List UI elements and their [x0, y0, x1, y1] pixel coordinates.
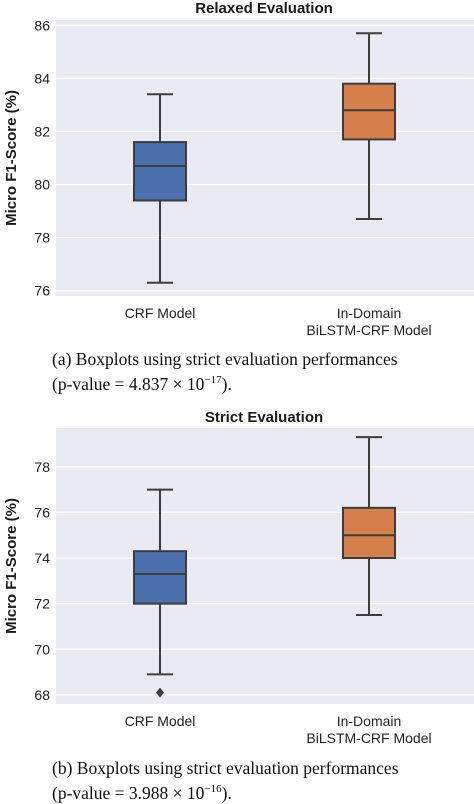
y-tick-label: 72 [34, 596, 50, 612]
category-label: In-Domain [337, 305, 402, 321]
iqr-box [342, 506, 396, 560]
caption-exponent: −17 [204, 374, 222, 386]
iqr-box [342, 82, 396, 141]
boxes [133, 436, 396, 698]
y-tick-label: 78 [34, 459, 50, 475]
caption-exponent: −16 [204, 783, 222, 795]
y-tick-label: 78 [34, 230, 50, 246]
y-tick-label: 76 [34, 504, 50, 520]
y-axis-label: Micro F1-Score (%) [3, 90, 20, 226]
box-bilstm-crf-model [342, 32, 396, 221]
category-label: In-Domain [337, 713, 402, 729]
category-label: BiLSTM-CRF Model [306, 322, 431, 338]
y-tick-label: 80 [34, 177, 50, 193]
caption-b: (b) Boxplots using strict evaluation per… [52, 758, 472, 804]
outlier-point [156, 687, 164, 698]
y-axis-label: Micro F1-Score (%) [3, 498, 20, 634]
chart-title: Relaxed Evaluation [195, 0, 333, 17]
grid-lines [56, 24, 474, 292]
box-crf-model [133, 488, 187, 698]
caption-line-2: (p-value = 3.988 × 10−16). [52, 782, 232, 803]
iqr-box [133, 141, 187, 202]
plot-area [56, 20, 474, 296]
y-tick-label: 68 [34, 687, 50, 703]
category-label: BiLSTM-CRF Model [306, 730, 431, 746]
y-tick-label: 86 [34, 17, 50, 33]
caption-line-1: (b) Boxplots using strict evaluation per… [52, 758, 399, 778]
caption-a: (a) Boxplots using strict evaluation per… [52, 349, 472, 395]
box-bilstm-crf-model [342, 436, 396, 617]
grid-lines [56, 466, 474, 696]
y-tick-label: 70 [34, 641, 50, 657]
boxes [133, 32, 396, 284]
y-tick-labels: 76 78 80 82 84 86 [34, 17, 50, 298]
y-tick-label: 82 [34, 123, 50, 139]
caption-line-2: (p-value = 4.837 × 10−17). [52, 373, 232, 394]
panel-strict: Strict Evaluation Micro F1-Score (%) 68 7… [3, 409, 474, 746]
category-label: CRF Model [125, 713, 196, 729]
box-crf-model [133, 93, 187, 284]
panel-relaxed: Relaxed Evaluation Micro F1-Score (%) 76… [3, 0, 474, 338]
chart-title: Strict Evaluation [205, 409, 323, 426]
plot-area [56, 428, 474, 704]
category-label: CRF Model [125, 305, 196, 321]
y-tick-label: 76 [34, 283, 50, 299]
y-tick-label: 74 [34, 550, 50, 566]
y-tick-labels: 68 70 72 74 76 78 [34, 459, 50, 703]
iqr-box [133, 550, 187, 605]
y-tick-label: 84 [34, 70, 50, 86]
caption-line-1: (a) Boxplots using strict evaluation per… [52, 349, 398, 369]
